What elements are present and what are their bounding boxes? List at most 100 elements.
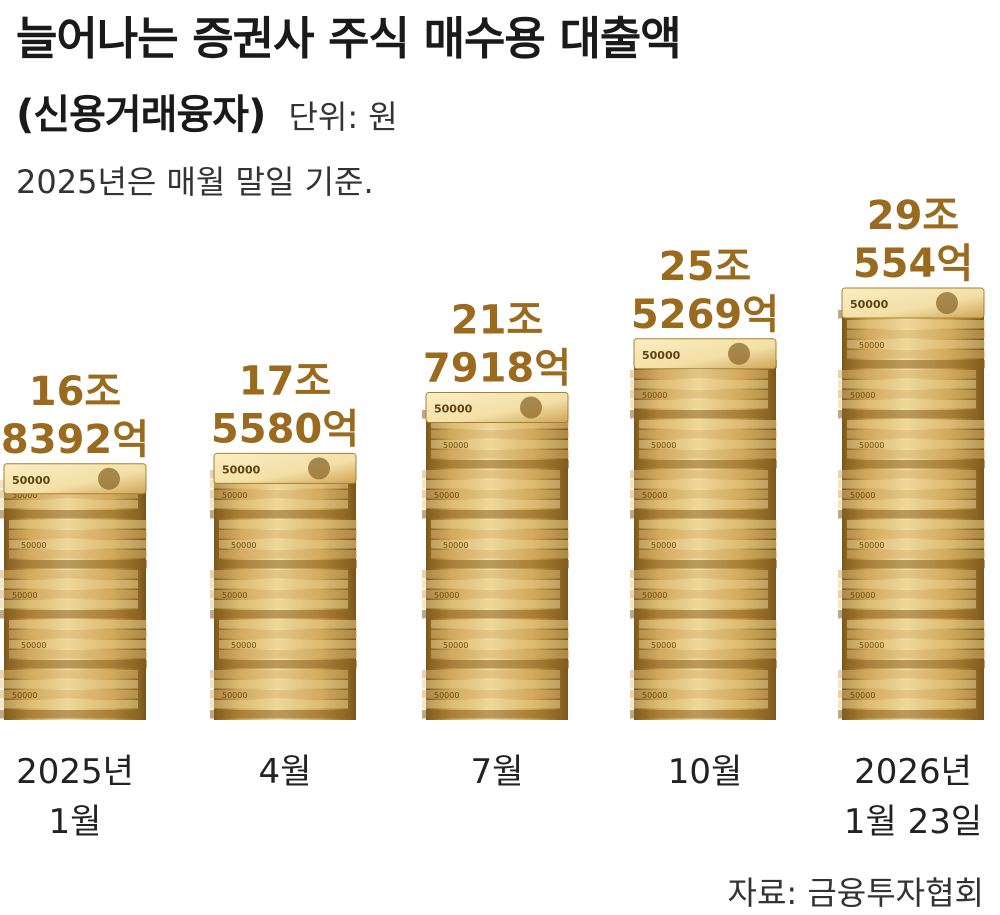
- banknote-layer: [219, 650, 357, 659]
- banknote-denomination: 50000: [231, 541, 256, 550]
- banknote-layer: [639, 640, 777, 649]
- banknote-layer: [630, 500, 768, 509]
- category-label: 1월: [49, 802, 102, 842]
- banknote-layer: [847, 630, 985, 639]
- chart-title: 늘어나는 증권사 주식 매수용 대출액: [16, 12, 682, 65]
- banknote-layer: [9, 560, 147, 569]
- banknote-layer: [210, 590, 348, 599]
- banknote-layer: [422, 590, 560, 599]
- banknote-layer: [210, 510, 348, 519]
- banknote-layer: [431, 530, 569, 539]
- top-banknote-denomination: 50000: [850, 298, 889, 311]
- banknote-layer: [431, 540, 569, 549]
- banknote-layer: [431, 640, 569, 649]
- banknote-layer: [422, 570, 560, 579]
- banknote-denomination: 50000: [859, 341, 884, 350]
- top-banknote-denomination: 50000: [12, 474, 51, 487]
- banknote-layer: [838, 480, 976, 489]
- banknote-layer: [219, 560, 357, 569]
- subtitle-row: (신용거래융자) 단위: 원: [16, 82, 398, 140]
- banknote-layer: [847, 320, 985, 329]
- banknote-layer: [210, 680, 348, 689]
- banknote-layer: [847, 620, 985, 629]
- portrait-icon: [98, 467, 120, 490]
- unit-label: 단위: 원: [288, 98, 398, 136]
- banknote-layer: [422, 600, 560, 609]
- banknote-layer: [630, 700, 768, 709]
- banknote-denomination: 50000: [434, 491, 459, 500]
- money-stack-5: 50000 50000 50000 50000 50000 50000 50000 50000…: [838, 287, 985, 720]
- banknote-layer: [630, 370, 768, 379]
- banknote-layer: [210, 670, 348, 679]
- banknote-layer: [431, 460, 569, 469]
- banknote-denomination: 50000: [443, 541, 468, 550]
- banknote-denomination: 50000: [651, 541, 676, 550]
- banknote-layer: [838, 570, 976, 579]
- banknote-layer: [0, 500, 138, 509]
- banknote-layer: [847, 430, 985, 439]
- banknote-denomination: 50000: [859, 441, 884, 450]
- banknote-denomination: 50000: [12, 591, 37, 600]
- value-label: 7918억: [423, 346, 571, 392]
- banknote-layer: [630, 610, 768, 619]
- banknote-layer: [0, 690, 138, 699]
- banknote-layer: [219, 540, 357, 549]
- banknote-layer: [422, 470, 560, 479]
- banknote-layer: [422, 690, 560, 699]
- banknote-layer: [630, 490, 768, 499]
- banknote-layer: [210, 570, 348, 579]
- banknote-layer: [838, 500, 976, 509]
- banknote-layer: [630, 680, 768, 689]
- category-label: 10월: [668, 752, 743, 792]
- banknote-layer: [847, 660, 985, 669]
- banknote-denomination: 50000: [642, 591, 667, 600]
- category-label: 2025년: [16, 752, 134, 792]
- banknote-layer: [847, 640, 985, 649]
- banknote-denomination: 50000: [859, 541, 884, 550]
- banknote-denomination: 50000: [850, 591, 875, 600]
- value-label: 25조: [659, 244, 751, 290]
- banknote-denomination: 50000: [21, 641, 46, 650]
- banknote-denomination: 50000: [443, 441, 468, 450]
- top-banknote-denomination: 50000: [434, 403, 473, 416]
- value-label: 8392억: [1, 417, 149, 463]
- banknote-layer: [9, 540, 147, 549]
- banknote-layer: [431, 630, 569, 639]
- banknote-layer: [210, 710, 348, 719]
- banknote-layer: [847, 450, 985, 459]
- banknote-layer: [422, 610, 560, 619]
- banknote-layer: [9, 620, 147, 629]
- money-stack-1: 50000 50000 50000 50000 50000 50000: [0, 463, 147, 720]
- banknote-layer: [847, 440, 985, 449]
- banknote-layer: [431, 560, 569, 569]
- category-label: 7월: [471, 752, 524, 792]
- banknote-layer: [422, 510, 560, 519]
- banknote-layer: [219, 640, 357, 649]
- banknote-layer: [9, 640, 147, 649]
- banknote-layer: [9, 530, 147, 539]
- banknote-layer: [838, 580, 976, 589]
- banknote-layer: [630, 470, 768, 479]
- banknote-layer: [0, 700, 138, 709]
- banknote-layer: [639, 520, 777, 529]
- banknote-layer: [847, 330, 985, 339]
- banknote-layer: [0, 510, 138, 519]
- banknote-denomination: 50000: [850, 391, 875, 400]
- value-label: 554억: [853, 241, 973, 287]
- banknote-denomination: 50000: [222, 591, 247, 600]
- banknote-layer: [838, 680, 976, 689]
- banknote-denomination: 50000: [642, 391, 667, 400]
- value-label: 16조: [29, 369, 121, 415]
- banknote-denomination: 50000: [443, 641, 468, 650]
- banknote-layer: [630, 710, 768, 719]
- banknote-layer: [219, 550, 357, 559]
- category-label: 4월: [259, 752, 312, 792]
- banknote-layer: [0, 710, 138, 719]
- banknote-layer: [210, 690, 348, 699]
- value-label: 5269억: [631, 292, 779, 338]
- banknote-denomination: 50000: [12, 691, 37, 700]
- banknote-layer: [210, 480, 348, 489]
- banknote-denomination: 50000: [222, 491, 247, 500]
- banknote-layer: [422, 680, 560, 689]
- banknote-layer: [639, 630, 777, 639]
